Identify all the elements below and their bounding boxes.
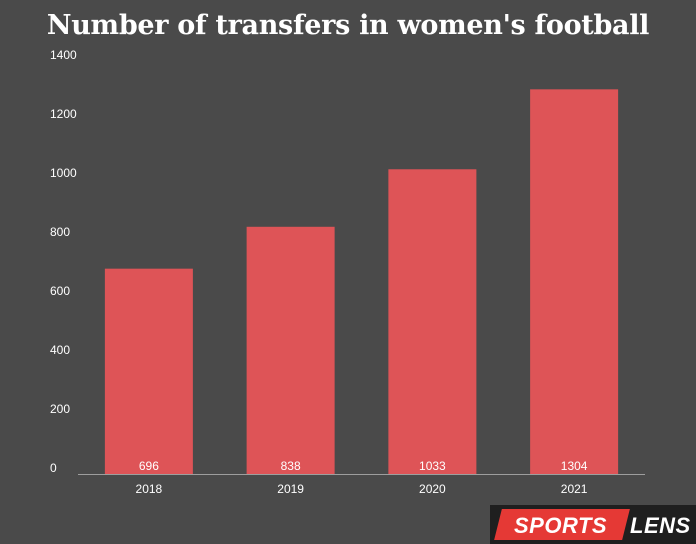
y-axis-ticks: 0 200 400 600 800 1000 1200 1400 — [50, 48, 77, 475]
x-tick-label: 2020 — [419, 482, 446, 496]
sports-lens-logo: SPORTS LENS — [490, 505, 696, 544]
x-tick-label: 2021 — [561, 482, 588, 496]
bar-value-label: 838 — [281, 459, 301, 473]
logo-text-sports: SPORTS — [514, 513, 608, 538]
bar — [388, 169, 477, 474]
y-tick-label: 200 — [50, 402, 70, 416]
bar-chart: 0 200 400 600 800 1000 1200 1400 696 838 1033 1304… — [50, 48, 645, 496]
x-axis-ticks: 2018 2019 2020 2021 — [136, 482, 588, 496]
logo-text-lens: LENS — [630, 513, 691, 538]
chart-title: Number of transfers in women's football — [46, 10, 650, 41]
y-tick-label: 1200 — [50, 107, 77, 121]
bar — [530, 89, 619, 474]
y-tick-label: 400 — [50, 343, 70, 357]
y-tick-label: 1000 — [50, 166, 77, 180]
bar-value-label: 1304 — [561, 459, 588, 473]
y-tick-label: 0 — [50, 461, 57, 475]
bars — [104, 89, 619, 474]
y-tick-label: 800 — [50, 225, 70, 239]
data-labels: 696 838 1033 1304 — [139, 459, 588, 473]
bar-value-label: 1033 — [419, 459, 446, 473]
y-tick-label: 600 — [50, 284, 70, 298]
y-tick-label: 1400 — [50, 48, 77, 62]
bar — [104, 268, 193, 474]
bar — [246, 226, 335, 474]
x-tick-label: 2019 — [277, 482, 304, 496]
x-tick-label: 2018 — [136, 482, 163, 496]
bar-value-label: 696 — [139, 459, 159, 473]
